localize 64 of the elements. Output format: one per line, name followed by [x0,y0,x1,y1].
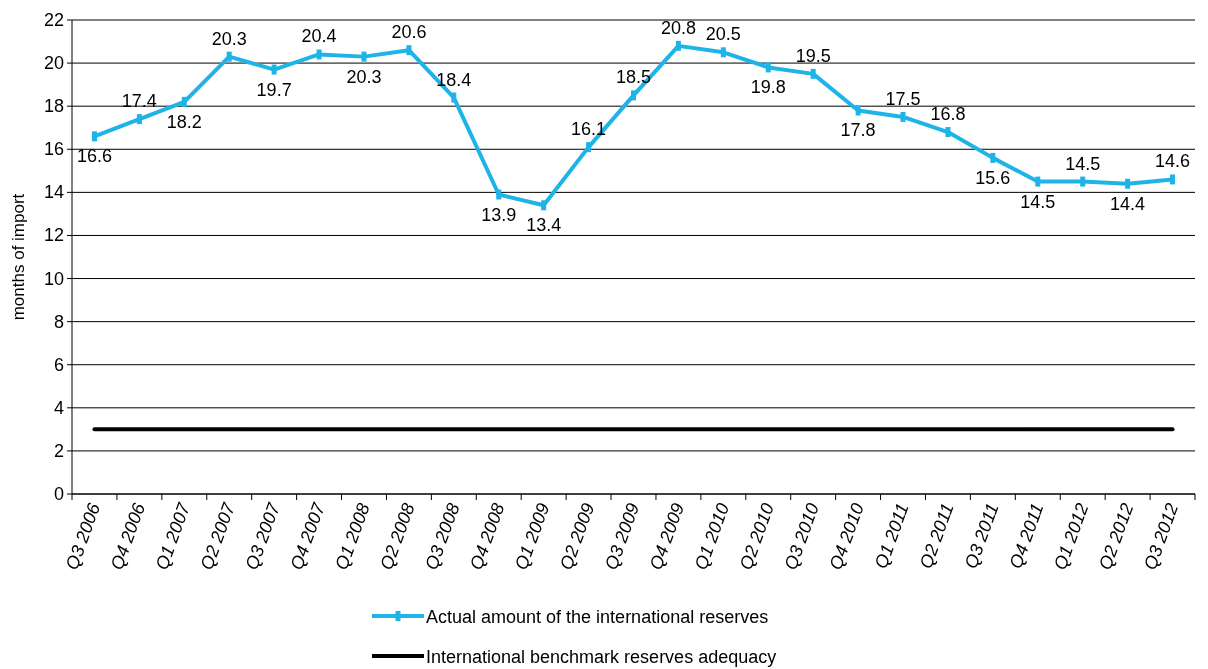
data-label: 16.8 [930,104,966,125]
y-tick-label: 16 [43,139,64,160]
x-tick-label: Q4 2007 [286,499,330,573]
data-label: 16.6 [76,146,112,167]
data-label: 17.8 [840,120,876,141]
data-label: 14.5 [1020,191,1056,212]
y-tick-label: 14 [43,182,64,203]
legend-label: International benchmark reserves adequacy [426,647,777,667]
data-label: 19.8 [750,77,786,98]
data-label: 19.7 [256,79,292,100]
x-tick-label: Q1 2012 [1050,500,1093,573]
y-tick-label: 4 [53,397,64,418]
y-tick-label: 2 [53,440,64,461]
x-tick-label: Q4 2009 [645,500,689,573]
x-tick-label: Q3 2006 [61,499,105,573]
data-label: 20.8 [660,17,696,38]
data-label: 14.5 [1065,153,1101,174]
x-tick-label: Q4 2006 [106,499,150,573]
data-label: 20.3 [211,28,247,49]
data-label: 13.4 [526,215,562,236]
y-tick-label: 0 [53,484,64,504]
x-tick-label: Q2 2011 [915,500,958,572]
x-tick-label: Q2 2008 [376,500,419,573]
data-label: 18.2 [166,111,202,132]
x-tick-label: Q3 2011 [960,500,1003,572]
y-tick-label: 18 [43,96,64,117]
data-label: 20.5 [705,24,741,45]
y-tick-label: 22 [43,10,64,30]
data-label: 18.4 [436,69,472,90]
data-label: 20.4 [301,26,337,47]
x-tick-label: Q3 2012 [1139,500,1183,573]
x-tick-label: Q1 2008 [331,500,374,573]
x-tick-label: Q4 2008 [466,500,509,573]
x-tick-label: Q2 2012 [1094,500,1138,573]
legend-label: Actual amount of the international reserves [426,607,769,627]
x-tick-label: Q1 2007 [151,499,195,573]
x-tick-label: Q3 2008 [421,500,464,573]
x-tick-label: Q2 2007 [196,499,240,573]
x-tick-label: Q3 2009 [600,500,644,573]
y-tick-label: 10 [43,268,64,289]
data-label: 14.4 [1110,193,1146,214]
y-tick-label: 12 [43,225,64,246]
x-tick-label: Q4 2010 [825,500,868,573]
data-label: 16.1 [571,119,607,140]
data-label: 19.5 [795,45,831,66]
y-tick-label: 8 [53,311,64,332]
x-tick-label: Q3 2007 [241,499,285,573]
data-label: 14.6 [1155,151,1191,172]
data-label: 15.6 [975,167,1011,188]
x-tick-label: Q2 2009 [555,500,599,573]
x-tick-label: Q2 2010 [735,500,779,573]
data-label: 20.3 [346,66,382,87]
x-tick-label: Q1 2010 [690,500,734,573]
y-tick-label: 20 [43,53,64,74]
x-tick-label: Q3 2010 [780,500,823,573]
data-label: 13.9 [481,204,517,225]
x-tick-label: Q1 2011 [870,500,913,572]
data-label: 20.6 [391,22,427,43]
y-axis-title: months of import [9,193,28,321]
x-tick-label: Q4 2011 [1005,500,1048,572]
data-label: 17.5 [885,88,921,109]
data-label: 17.4 [121,91,157,112]
y-tick-label: 6 [53,354,64,375]
x-tick-label: Q1 2009 [511,500,554,573]
